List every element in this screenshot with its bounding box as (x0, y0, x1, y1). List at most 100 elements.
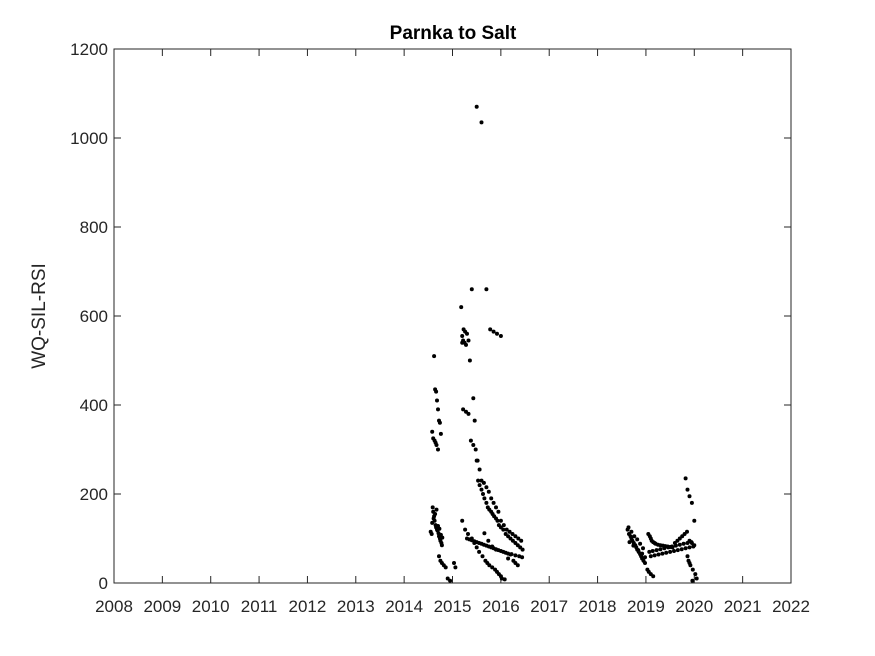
data-point (495, 331, 499, 336)
data-point (626, 525, 631, 530)
data-point (482, 496, 487, 501)
data-point (679, 547, 684, 552)
data-point (434, 389, 439, 394)
data-point (460, 334, 465, 338)
data-point (515, 563, 520, 568)
data-point (484, 485, 489, 490)
data-point (502, 577, 507, 582)
data-point (498, 334, 503, 338)
data-point (504, 527, 509, 532)
x-tick-label: 2019 (627, 597, 665, 616)
data-point (640, 551, 645, 556)
data-point (675, 548, 680, 553)
data-point (436, 407, 440, 412)
data-point (662, 546, 667, 551)
data-point (487, 563, 492, 568)
data-point (461, 407, 466, 412)
data-point (467, 358, 472, 363)
data-point (484, 287, 489, 292)
data-point (440, 535, 445, 540)
data-point (479, 487, 484, 492)
x-tick-label: 2017 (530, 597, 568, 616)
data-point (496, 509, 501, 514)
data-point (510, 532, 515, 536)
data-point (689, 540, 694, 545)
data-point (434, 443, 439, 447)
x-tick-label: 2018 (579, 597, 617, 616)
x-tick-label: 2013 (337, 597, 375, 616)
data-point (471, 396, 476, 401)
data-point (683, 476, 688, 481)
x-tick-label: 2012 (289, 597, 327, 616)
data-point (681, 541, 686, 546)
x-axis-ticks: 2008 2009 2010 2011 2012 2013 2014 2015 2016 2017… (95, 49, 810, 616)
data-point (693, 572, 698, 577)
data-point (479, 120, 484, 125)
data-point (685, 529, 689, 534)
data-point (636, 548, 641, 553)
data-point (520, 547, 525, 552)
data-point (472, 541, 477, 545)
data-point (477, 549, 482, 554)
data-point (689, 500, 694, 505)
data-point (690, 567, 695, 572)
data-point (494, 547, 498, 552)
data-point (650, 549, 655, 553)
data-point (466, 411, 471, 416)
data-point (460, 518, 465, 523)
data-point (482, 531, 487, 536)
data-points (428, 104, 699, 583)
data-point (429, 532, 434, 536)
data-point (463, 527, 468, 532)
x-tick-label: 2021 (724, 597, 762, 616)
data-point (469, 287, 474, 292)
data-point (439, 543, 444, 548)
data-point (501, 527, 506, 532)
data-point (692, 518, 697, 523)
data-point (670, 544, 674, 549)
data-point (473, 447, 478, 452)
x-tick-label: 2022 (772, 597, 810, 616)
data-point (513, 553, 518, 558)
y-axis-label: WQ-SIL-RSI (29, 263, 50, 369)
data-point (687, 545, 692, 550)
x-tick-label: 2010 (192, 597, 230, 616)
data-point (465, 331, 469, 336)
data-point (629, 529, 634, 534)
x-tick-label: 2009 (143, 597, 181, 616)
data-point (635, 537, 640, 542)
data-point (452, 561, 456, 565)
data-point (520, 555, 525, 560)
data-point (474, 545, 479, 550)
data-point (652, 553, 657, 558)
data-point (448, 578, 453, 583)
data-point (468, 438, 473, 443)
x-tick-label: 2015 (434, 597, 472, 616)
data-point (469, 536, 474, 541)
data-point (690, 578, 695, 583)
data-point (656, 552, 661, 557)
data-point (477, 467, 482, 472)
y-tick-label: 800 (80, 218, 108, 237)
data-point (685, 554, 690, 559)
y-tick-label: 200 (80, 485, 108, 504)
data-point (475, 458, 480, 463)
data-point (677, 542, 682, 547)
data-point (685, 541, 690, 545)
data-point (484, 500, 489, 505)
data-point (490, 565, 495, 570)
chart-title: Parnka to Salt (390, 23, 517, 44)
data-point (431, 516, 436, 521)
data-point (466, 532, 470, 536)
data-point (672, 549, 676, 553)
data-point (516, 536, 521, 541)
data-point (513, 534, 518, 539)
data-point (673, 543, 678, 548)
data-point (437, 554, 441, 559)
data-point (648, 554, 653, 559)
data-point (688, 563, 693, 568)
data-point (494, 505, 498, 510)
data-point (641, 546, 645, 551)
